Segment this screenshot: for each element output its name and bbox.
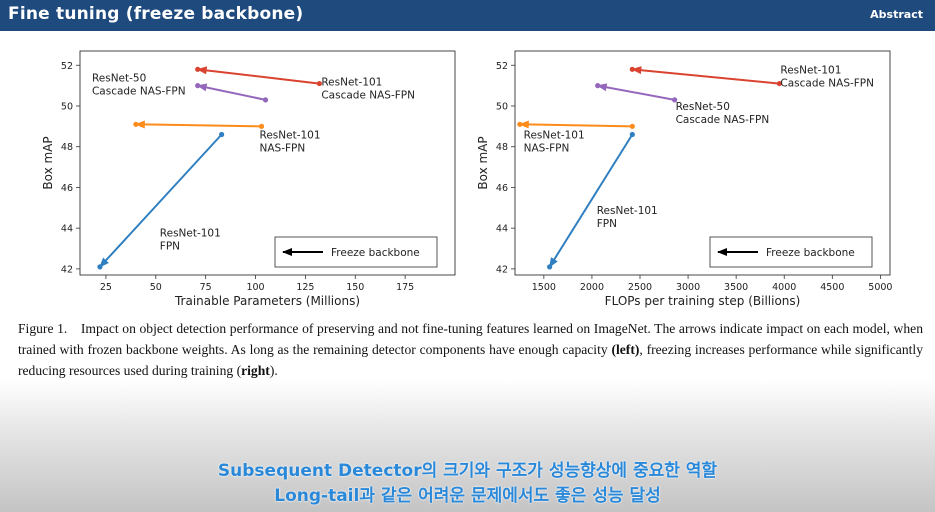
point-end-resnet-101-cascade-nas-fpn	[195, 66, 201, 72]
chart-trainable-parameters: 25 50 75 100 125 150 175 42 44 46 48 50 52 Trainable …	[40, 37, 460, 309]
x-tick-label: 4500	[820, 282, 844, 293]
legend-label: Freeze backbone	[331, 247, 420, 259]
point-start-resnet-101-cascade-nas-fpn	[316, 80, 322, 87]
annotation-label: ResNet-101 FPN	[160, 227, 221, 252]
annotation-label: ResNet-101 NAS-FPN	[260, 130, 321, 155]
x-tick-label: 25	[100, 282, 112, 293]
y-axis-label: Box mAP	[41, 136, 55, 189]
arrow-resnet-101-nas-fpn	[518, 120, 633, 129]
annotation-label: ResNet-50 Cascade NAS-FPN	[676, 101, 770, 126]
point-start-resnet-50-cascade-nas-fpn	[262, 97, 269, 103]
x-tick-label: 4000	[772, 282, 796, 293]
y-tick-label: 44	[61, 224, 73, 235]
point-start-resnet-50-cascade-nas-fpn	[672, 97, 678, 103]
arrow-resnet-50-cascade-nas-fpn	[596, 83, 675, 101]
y-tick-label: 42	[496, 264, 508, 275]
y-tick-label: 44	[496, 224, 508, 235]
annotation-line: ResNet-101	[780, 64, 841, 76]
point-end-resnet-101-fpn	[97, 264, 103, 270]
point-end-resnet-101-cascade-nas-fpn	[629, 66, 635, 72]
chart-right-svg: 1500 2000 2500 3000 3500 4000 4500 5000 42 44 46 48…	[476, 50, 892, 308]
annotation-line: Cascade NAS-FPN	[321, 90, 415, 102]
x-axis-label: FLOPs per training step (Billions)	[605, 294, 801, 308]
annotation-line: FPN	[160, 240, 180, 252]
x-tick-label: 50	[150, 282, 162, 293]
annotation-line: ResNet-101	[524, 130, 585, 142]
korean-subtitle-1: Subsequent Detector의 크기와 구조가 성능향상에 중요한 역…	[217, 461, 718, 481]
annotation-label: ResNet-101 FPN	[597, 205, 658, 230]
point-end-resnet-50-cascade-nas-fpn	[595, 83, 601, 89]
y-tick-label: 50	[61, 101, 73, 112]
caption-lead: Figure 1. Impact on object detection per…	[18, 321, 923, 357]
x-tick-label: 175	[396, 282, 414, 293]
y-axis-label: Box mAP	[476, 136, 490, 189]
annotation-line: ResNet-101	[321, 77, 382, 89]
x-tick-label: 100	[246, 282, 264, 293]
x-axis-label: Trainable Parameters (Millions)	[174, 294, 360, 308]
x-tick-label: 3500	[724, 282, 748, 293]
y-tick-label: 52	[61, 61, 73, 72]
point-start-resnet-101-nas-fpn	[258, 123, 265, 129]
arrow-resnet-50-cascade-nas-fpn	[196, 83, 266, 101]
point-start-resnet-101-fpn	[219, 131, 225, 138]
caption-end: ).	[269, 363, 278, 378]
point-start-resnet-101-nas-fpn	[629, 123, 635, 129]
x-tick-label: 150	[346, 282, 364, 293]
point-start-resnet-101-fpn	[629, 131, 635, 138]
y-tick-label: 46	[496, 183, 508, 194]
arrow-resnet-101-fpn	[548, 133, 634, 268]
point-start-resnet-101-cascade-nas-fpn	[776, 80, 783, 87]
arrow-resnet-101-nas-fpn	[134, 120, 262, 129]
y-tick-label: 46	[61, 183, 73, 194]
figure-caption: Figure 1. Impact on object detection per…	[18, 318, 923, 381]
annotation-label: ResNet-101 Cascade NAS-FPN	[321, 77, 415, 102]
chart-left-svg: 25 50 75 100 125 150 175 42 44 46 48 50 52 Trainable …	[41, 50, 456, 308]
x-tick-label: 3000	[676, 282, 700, 293]
annotation-line: Cascade NAS-FPN	[92, 86, 186, 98]
y-tick-label: 48	[496, 142, 508, 153]
y-tick-label: 48	[61, 142, 73, 153]
point-end-resnet-101-nas-fpn	[133, 121, 139, 127]
slide-title: Fine tuning (freeze backbone)	[8, 4, 304, 24]
point-end-resnet-101-fpn	[547, 264, 553, 270]
arrow-resnet-101-cascade-nas-fpn	[631, 66, 780, 85]
y-tick-label: 52	[496, 61, 508, 72]
annotation-line: ResNet-101	[597, 205, 658, 217]
x-tick-label: 5000	[868, 282, 892, 293]
annotation-line: FPN	[597, 218, 617, 230]
x-tick-label: 75	[200, 282, 212, 293]
y-tick-label: 50	[496, 101, 508, 112]
caption-bold-left: (left)	[611, 342, 640, 357]
section-label: Abstract	[870, 8, 923, 21]
annotation-label: ResNet-101 NAS-FPN	[524, 130, 585, 155]
legend-label: Freeze backbone	[766, 247, 855, 259]
y-tick-label: 42	[61, 264, 73, 275]
annotation-line: Cascade NAS-FPN	[780, 77, 874, 89]
annotation-label: ResNet-50 Cascade NAS-FPN	[92, 73, 186, 98]
caption-middle: , freezing increases performance while s…	[18, 342, 923, 378]
arrow-resnet-101-fpn	[99, 133, 223, 268]
x-tick-label: 2500	[628, 282, 652, 293]
annotation-line: ResNet-101	[160, 227, 221, 239]
annotation-label: ResNet-101 Cascade NAS-FPN	[780, 64, 874, 89]
point-end-resnet-101-nas-fpn	[517, 121, 523, 127]
annotation-line: NAS-FPN	[260, 143, 306, 155]
x-tick-label: 125	[296, 282, 314, 293]
point-end-resnet-50-cascade-nas-fpn	[195, 83, 201, 89]
korean-subtitle-2: Long-tail과 같은 어려운 문제에서도 좋은 성능 달성	[274, 486, 661, 506]
annotation-line: NAS-FPN	[524, 143, 570, 155]
arrow-resnet-101-cascade-nas-fpn	[196, 66, 320, 85]
annotation-line: Cascade NAS-FPN	[676, 114, 770, 126]
annotation-line: ResNet-50	[676, 101, 730, 113]
x-tick-label: 1500	[532, 282, 556, 293]
chart-flops: 1500 2000 2500 3000 3500 4000 4500 5000 42 44 46 48…	[475, 37, 895, 309]
x-tick-label: 2000	[580, 282, 604, 293]
caption-bold-right: right	[241, 363, 270, 378]
slide-header: Fine tuning (freeze backbone) Abstract	[0, 0, 935, 31]
annotation-line: ResNet-50	[92, 73, 146, 85]
annotation-line: ResNet-101	[260, 130, 321, 142]
